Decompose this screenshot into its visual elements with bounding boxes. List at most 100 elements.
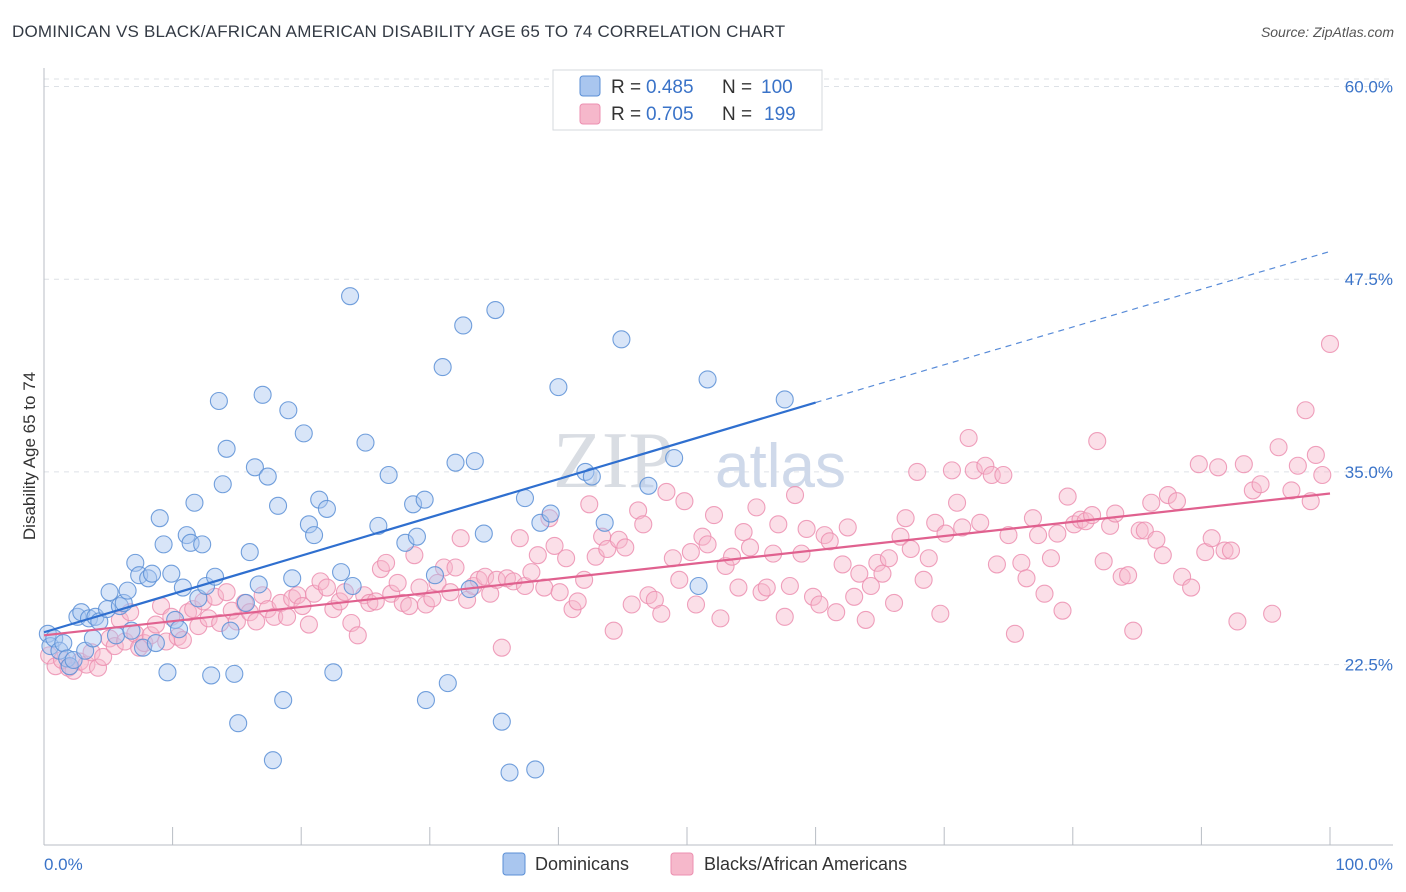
point-blacks: [400, 596, 419, 616]
point-blacks: [568, 592, 587, 611]
point-dominicans: [185, 493, 204, 512]
point-blacks: [838, 518, 857, 537]
point-blacks: [931, 604, 950, 623]
point-dominicans: [775, 390, 794, 409]
bottom-legend-swatch-dominicans: [502, 852, 526, 876]
point-blacks: [827, 603, 846, 622]
point-blacks: [681, 543, 700, 562]
point-dominicans: [249, 575, 268, 594]
point-blacks: [686, 595, 706, 614]
point-blacks: [1023, 509, 1042, 528]
point-blacks: [550, 583, 569, 602]
point-blacks: [557, 549, 576, 568]
point-dominicans: [446, 453, 465, 472]
point-dominicans: [438, 674, 457, 693]
point-dominicans: [404, 495, 423, 514]
point-blacks: [405, 546, 424, 565]
point-dominicans: [595, 513, 614, 532]
point-dominicans: [54, 633, 73, 653]
point-dominicans: [465, 452, 484, 471]
point-dominicans: [415, 490, 434, 509]
point-dominicans: [294, 424, 313, 443]
point-blacks: [1106, 504, 1125, 523]
y-axis-title: Disability Age 65 to 74: [20, 372, 39, 540]
point-blacks: [82, 643, 101, 662]
point-blacks: [711, 609, 730, 628]
point-blacks: [528, 546, 547, 565]
point-blacks: [775, 607, 794, 626]
point-blacks: [217, 583, 236, 602]
point-blacks: [704, 506, 724, 525]
point-blacks: [936, 524, 955, 543]
point-dominicans: [689, 576, 708, 596]
source-label: Source: ZipAtlas.com: [1260, 24, 1394, 40]
point-blacks: [510, 529, 529, 548]
point-blacks: [629, 501, 648, 520]
point-dominicans: [100, 583, 119, 602]
point-blacks: [785, 485, 805, 505]
point-blacks: [987, 555, 1006, 574]
point-dominicans: [500, 763, 519, 782]
legend-r-value-2: 0.705: [646, 104, 694, 125]
point-blacks: [1094, 552, 1113, 571]
point-dominicans: [526, 760, 545, 779]
point-dominicans: [474, 524, 493, 543]
y-tick-label: 35.0%: [1345, 463, 1393, 482]
point-blacks: [994, 465, 1013, 485]
point-blacks: [884, 593, 904, 613]
legend-box: R = 0.485 N = 100 R = 0.705 N = 199: [552, 69, 823, 131]
point-blacks: [451, 529, 470, 548]
point-dominicans: [305, 526, 324, 545]
point-dominicans: [343, 576, 362, 596]
point-blacks: [861, 576, 880, 596]
point-blacks: [1288, 456, 1307, 475]
watermark-atlas: atlas: [715, 432, 846, 501]
point-blacks: [299, 615, 318, 634]
point-blacks: [698, 535, 717, 554]
point-dominicans: [229, 714, 248, 733]
point-dominicans: [213, 475, 232, 494]
point-dominicans: [433, 358, 452, 377]
point-blacks: [622, 595, 641, 614]
point-blacks: [1119, 566, 1138, 585]
point-blacks: [1209, 458, 1228, 477]
point-blacks: [729, 578, 748, 597]
point-dominicans: [416, 691, 435, 710]
point-dominicans: [324, 663, 343, 682]
point-blacks: [964, 461, 983, 480]
legend-r-label-1: R =: [611, 77, 641, 98]
point-blacks: [942, 461, 961, 480]
bottom-legend-swatch-blacks: [670, 852, 694, 876]
point-dominicans: [310, 490, 329, 509]
axes: [43, 68, 1393, 846]
point-dominicans: [217, 439, 236, 458]
point-blacks: [948, 493, 967, 512]
point-dominicans: [240, 543, 259, 562]
chart-title: DOMINICAN VS BLACK/AFRICAN AMERICAN DISA…: [12, 22, 786, 41]
point-blacks: [722, 547, 742, 566]
point-blacks: [734, 522, 753, 542]
point-blacks: [639, 586, 658, 605]
point-blacks: [873, 564, 892, 583]
legend-n-value-2: 199: [764, 104, 796, 125]
point-dominicans: [317, 499, 336, 518]
legend-n-label-1: N =: [722, 77, 752, 98]
trendline-blacks: [43, 492, 1331, 637]
point-dominicans: [407, 527, 426, 546]
point-blacks: [283, 589, 302, 608]
legend-swatch-dominicans: [579, 75, 601, 97]
point-dominicans: [253, 385, 272, 404]
point-blacks: [1158, 485, 1178, 505]
point-blacks: [1313, 465, 1332, 485]
point-dominicans: [245, 458, 264, 477]
point-blacks: [908, 462, 927, 481]
point-dominicans: [146, 633, 165, 653]
point-blacks: [663, 549, 682, 568]
point-blacks: [1296, 401, 1315, 420]
data-points: [38, 287, 1340, 782]
point-blacks: [901, 539, 920, 559]
point-blacks: [845, 587, 864, 606]
point-blacks: [1041, 549, 1060, 568]
point-blacks: [850, 564, 869, 583]
y-tick-labels: 22.5% 35.0% 47.5% 60.0%: [1345, 78, 1393, 675]
